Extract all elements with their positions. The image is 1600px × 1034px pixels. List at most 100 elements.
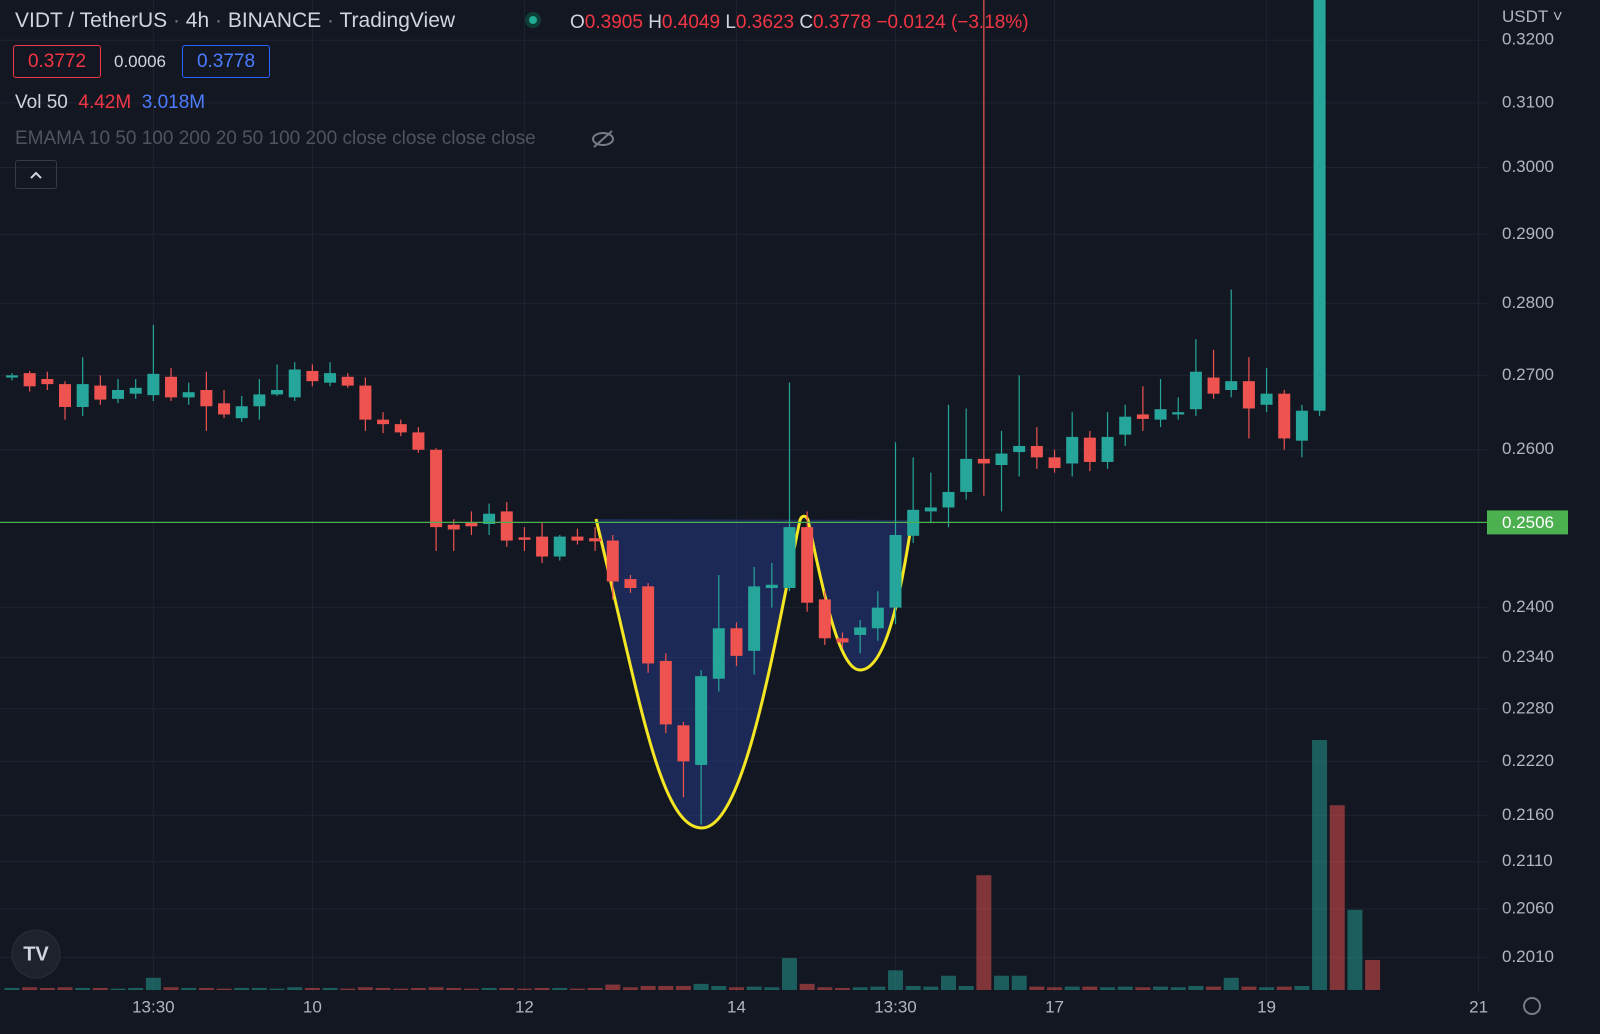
candle-body: [447, 524, 460, 530]
volume-bar: [322, 987, 338, 990]
candle-body: [1048, 457, 1061, 469]
y-tick-label: 0.2340: [1502, 647, 1554, 666]
volume-bar: [463, 988, 479, 990]
volume-bar: [39, 987, 55, 990]
volume-bar: [605, 984, 621, 990]
candle-body: [41, 378, 54, 385]
candle-body: [1207, 377, 1220, 394]
x-tick-label: 10: [303, 997, 322, 1016]
candle-body: [942, 491, 955, 508]
axes: 0.3200 0.3100 0.3000 0.2900 0.2800 0.2700 0.26…: [0, 30, 1568, 1016]
volume-bar: [340, 988, 356, 990]
candle-body: [253, 394, 266, 407]
candle-body: [59, 384, 72, 407]
volume-bar: [110, 988, 126, 990]
candle-body: [571, 536, 584, 541]
volume-bar: [1206, 986, 1222, 990]
volume-bar: [357, 987, 373, 990]
volume-bar: [746, 986, 762, 990]
volume-bar: [1365, 959, 1381, 990]
logo-mark: TV: [23, 943, 49, 965]
volume-bar: [1011, 975, 1027, 990]
volume-bar: [1241, 986, 1257, 990]
volume-bar: [128, 987, 144, 990]
volume-bar: [4, 987, 20, 990]
candles: [6, 0, 1326, 825]
candle-body: [1101, 436, 1114, 462]
volume-bar: [269, 988, 285, 990]
volume-bar: [834, 987, 850, 990]
volume-bar: [181, 987, 197, 990]
hide-icon[interactable]: [590, 127, 616, 151]
x-tick-label: 13:30: [874, 997, 917, 1016]
candle-body: [783, 527, 796, 588]
volume-bar: [1294, 985, 1310, 990]
volume-bar: [622, 987, 638, 990]
o-value: 0.3905: [584, 12, 643, 33]
h-value: 0.4049: [661, 12, 721, 33]
candle-body: [341, 376, 354, 386]
candle-body: [1030, 445, 1043, 458]
x-tick-label: 13:30: [132, 997, 175, 1016]
y-tick-label: 0.3200: [1502, 30, 1554, 49]
volume-bar: [1312, 740, 1328, 990]
volume-bar: [569, 988, 585, 990]
h-label: H: [648, 12, 662, 33]
candle-body: [854, 627, 867, 635]
volume-legend: Vol 50 4.42M 3.018M: [15, 92, 205, 114]
candle-body: [23, 373, 36, 387]
sep: ·: [321, 9, 340, 32]
candle-body: [889, 535, 902, 608]
candle-body: [553, 536, 566, 557]
sep: ·: [209, 9, 228, 32]
candle-body: [147, 373, 160, 396]
c-label: C: [799, 12, 814, 33]
candle-body: [94, 385, 107, 400]
candle-body: [765, 584, 778, 588]
candle-body: [1242, 381, 1255, 409]
x-tick-label: 21: [1469, 997, 1488, 1016]
volume-bar: [1135, 987, 1151, 990]
volume-bar: [1188, 985, 1204, 990]
candle-body: [465, 522, 478, 527]
l-label: L: [725, 12, 736, 33]
candle-body: [76, 384, 89, 407]
candle-body: [695, 676, 708, 765]
candle-body: [394, 424, 407, 433]
collapse-button[interactable]: [15, 160, 57, 189]
cup-and-handle: [594, 514, 914, 830]
candle-body: [306, 370, 319, 382]
volume-bar: [1170, 987, 1186, 990]
sell-button[interactable]: 0.3772: [13, 45, 101, 78]
ema-legend[interactable]: EMAMA 10 50 100 200 20 50 100 200 close …: [15, 128, 536, 149]
buy-button[interactable]: 0.3778: [182, 45, 270, 78]
y-tick-label: 0.3100: [1502, 92, 1554, 111]
volume-bar: [428, 987, 444, 990]
candle-body: [1136, 414, 1149, 419]
candle-body: [924, 507, 937, 512]
candle-body: [960, 458, 973, 492]
symbol[interactable]: VIDT / TetherUS: [15, 9, 168, 32]
vol-value: 4.42M: [78, 92, 132, 113]
candle-body: [606, 540, 619, 582]
volume-bar: [1100, 987, 1116, 990]
candle-body: [801, 527, 814, 603]
y-tick-label: 0.2060: [1502, 898, 1554, 917]
candle-body: [642, 586, 655, 664]
candle-body: [112, 389, 125, 399]
candle-body: [430, 449, 443, 528]
settings-icon[interactable]: [1523, 997, 1541, 1015]
volume-bar: [764, 987, 780, 990]
volume-bar: [852, 987, 868, 990]
volume-pane: [4, 740, 1381, 990]
volume-bar: [675, 985, 691, 990]
logo[interactable]: [11, 929, 61, 979]
currency[interactable]: USDT ˅: [1502, 7, 1563, 26]
exchange: BINANCE: [227, 9, 322, 32]
volume-bar: [728, 987, 744, 990]
status-dot: [529, 16, 537, 24]
candle-body: [129, 387, 142, 394]
volume-bar: [693, 983, 709, 990]
